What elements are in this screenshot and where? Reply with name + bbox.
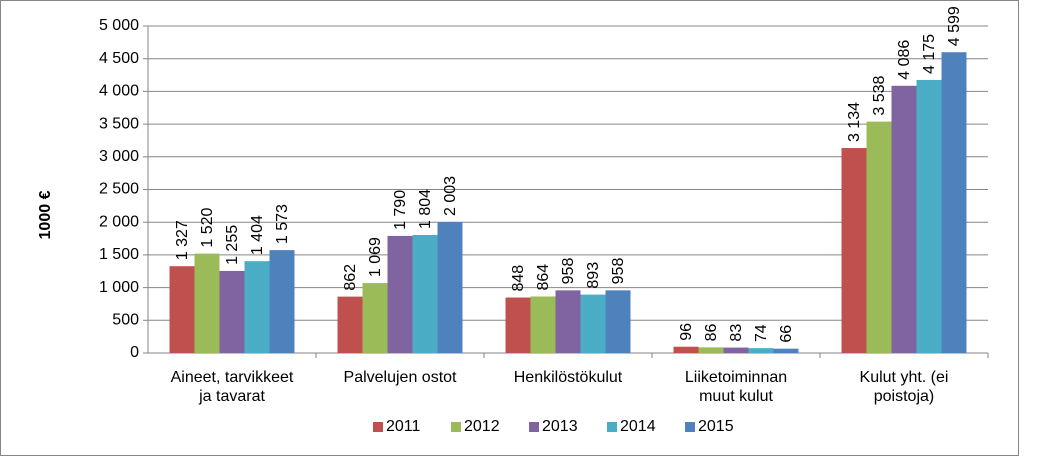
y-tick-label: 500 (112, 312, 139, 329)
data-label: 2 003 (442, 176, 459, 216)
legend-label: 2011 (386, 418, 421, 435)
legend-label: 2014 (620, 418, 656, 435)
legend-label: 2013 (542, 418, 578, 435)
data-label: 958 (610, 258, 627, 285)
data-label: 958 (560, 258, 577, 285)
data-label: 4 599 (946, 6, 963, 46)
bar (387, 235, 413, 353)
bar (219, 270, 245, 353)
legend-label: 2012 (464, 418, 500, 435)
bar (555, 290, 581, 353)
y-axis-title: 1000 € (37, 190, 54, 239)
data-label: 893 (585, 262, 602, 289)
data-label: 1 520 (199, 207, 216, 247)
legend-swatch (529, 422, 539, 432)
bar (723, 347, 749, 353)
bar (773, 348, 799, 353)
legend-label: 2015 (698, 418, 734, 435)
bar (412, 235, 438, 353)
y-tick-label: 2 500 (99, 181, 139, 198)
y-tick-label: 0 (130, 344, 139, 361)
bar (437, 222, 463, 353)
bar (362, 283, 388, 353)
bar (244, 261, 270, 353)
bar (337, 296, 363, 353)
data-label: 3 134 (846, 102, 863, 142)
bar (605, 290, 631, 353)
y-tick-label: 1 000 (99, 279, 139, 296)
bar (941, 52, 967, 353)
legend-swatch (373, 422, 383, 432)
data-label: 1 573 (274, 204, 291, 244)
bar (505, 297, 531, 353)
data-label: 862 (342, 264, 359, 291)
y-tick-label: 4 000 (99, 83, 139, 100)
data-label: 1 255 (224, 225, 241, 265)
bar (194, 253, 220, 353)
data-label: 83 (728, 324, 745, 342)
bar (891, 85, 917, 353)
data-label: 66 (778, 325, 795, 343)
data-label: 1 790 (392, 190, 409, 230)
data-label: 74 (753, 324, 770, 342)
bar (916, 79, 942, 353)
bar (269, 250, 295, 353)
data-label: 848 (510, 265, 527, 292)
y-tick-label: 1 500 (99, 246, 139, 263)
legend-swatch (685, 422, 695, 432)
data-label: 1 069 (367, 237, 384, 277)
bar (169, 266, 195, 353)
data-label: 96 (678, 323, 695, 341)
data-label: 4 086 (896, 40, 913, 80)
bar (673, 346, 699, 353)
x-tick-label: Aineet, tarvikkeet ja tavarat (171, 369, 294, 405)
data-label: 1 327 (174, 220, 191, 260)
legend-swatch (607, 422, 617, 432)
legend-swatch (451, 422, 461, 432)
bar (580, 294, 606, 353)
x-tick-label: Henkilöstökulut (514, 369, 623, 386)
x-tick-label: Kulut yht. (ei poistoja) (860, 369, 949, 405)
bar (841, 148, 867, 353)
bar (748, 348, 774, 353)
data-label: 4 175 (921, 34, 938, 74)
y-tick-label: 3 500 (99, 115, 139, 132)
data-label: 3 538 (871, 75, 888, 115)
y-tick-label: 2 000 (99, 213, 139, 230)
data-label: 864 (535, 264, 552, 291)
y-tick-label: 3 000 (99, 148, 139, 165)
y-tick-label: 5 000 (99, 17, 139, 34)
bar (866, 121, 892, 353)
data-label: 86 (703, 323, 720, 341)
y-tick-label: 4 500 (99, 50, 139, 67)
data-label: 1 804 (417, 189, 434, 229)
bar (698, 347, 724, 353)
data-label: 1 404 (249, 215, 266, 255)
x-tick-label: Liiketoiminnan muut kulut (685, 369, 787, 405)
x-tick-label: Palvelujen ostot (344, 369, 458, 386)
bar (530, 296, 556, 353)
